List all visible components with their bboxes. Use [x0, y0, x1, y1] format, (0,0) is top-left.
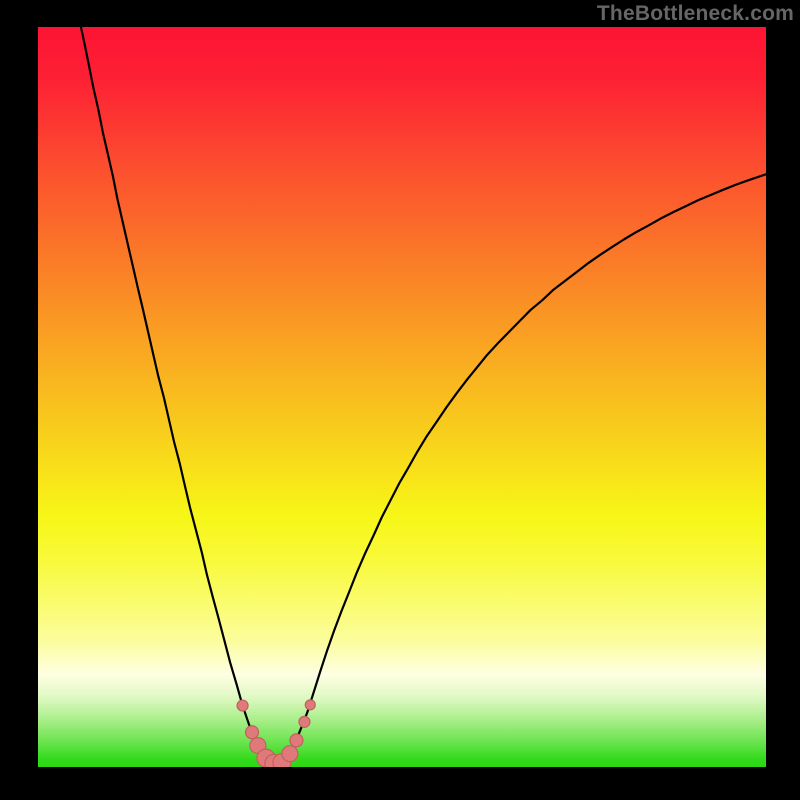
curve-marker	[305, 700, 315, 710]
chart-svg	[38, 27, 766, 767]
plot-background	[38, 27, 766, 767]
curve-marker	[282, 746, 298, 762]
plot-area	[38, 27, 766, 767]
stage: TheBottleneck.com	[0, 0, 800, 800]
curve-marker	[299, 716, 310, 727]
curve-marker	[290, 734, 303, 747]
curve-marker	[237, 700, 248, 711]
curve-marker	[246, 726, 259, 739]
watermark-text: TheBottleneck.com	[597, 2, 794, 26]
